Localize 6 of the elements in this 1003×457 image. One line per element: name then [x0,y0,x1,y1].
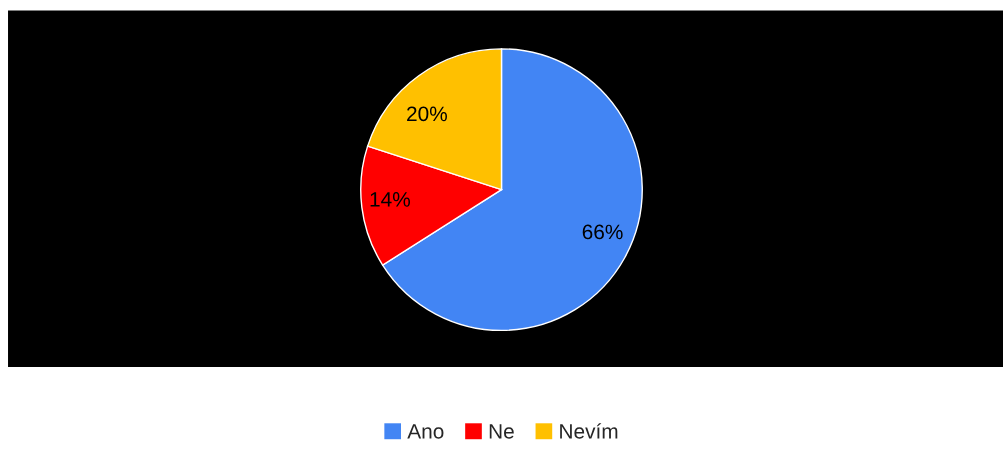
legend-label: Nevím [560,423,618,439]
legend-label: Ne [489,424,514,439]
data-label: 14% [370,192,410,207]
data-label: 20% [407,106,447,122]
legend-label: Ano [407,424,444,439]
data-label: 66% [582,224,623,240]
